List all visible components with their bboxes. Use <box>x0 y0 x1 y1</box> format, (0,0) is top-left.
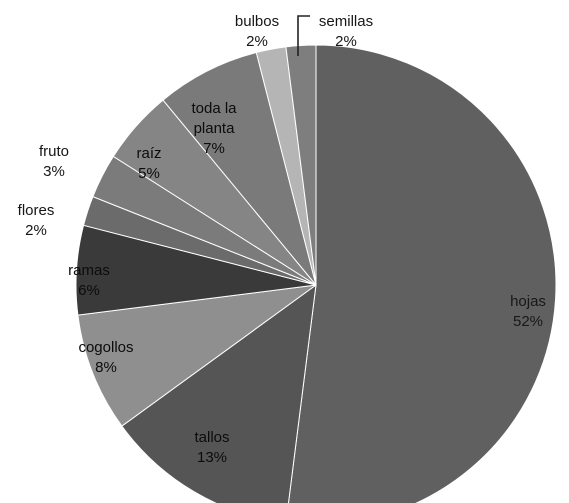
pie-slice-hojas <box>287 44 557 503</box>
pie-slice-semillas <box>285 44 317 286</box>
pie-label-hojas: hojas 52% <box>510 293 546 330</box>
pie-slice-tallos <box>121 283 317 503</box>
pie-slice-toda-la-planta <box>162 51 317 286</box>
pie-slices <box>75 44 557 503</box>
pie-label-bulbos: bulbos 2% <box>235 13 279 50</box>
pie-label-toda-la-planta: toda la planta 7% <box>191 100 237 157</box>
pie-label-raíz: raíz 5% <box>136 145 161 182</box>
pie-slice-cogollos <box>77 284 317 427</box>
pie-label-ramas: ramas 6% <box>68 262 110 299</box>
pie-label-fruto: fruto 3% <box>39 143 69 180</box>
pie-label-tallos: tallos 13% <box>194 429 229 466</box>
pie-label-cogollos: cogollos 8% <box>78 339 133 376</box>
pie-label-semillas: semillas 2% <box>319 13 373 50</box>
pie-label-flores: flores 2% <box>18 202 55 239</box>
pie-labels: hojas 52% tallos 13% cogollos 8% ramas 6% flores… <box>18 13 546 466</box>
semillas-leader-line <box>297 15 310 56</box>
